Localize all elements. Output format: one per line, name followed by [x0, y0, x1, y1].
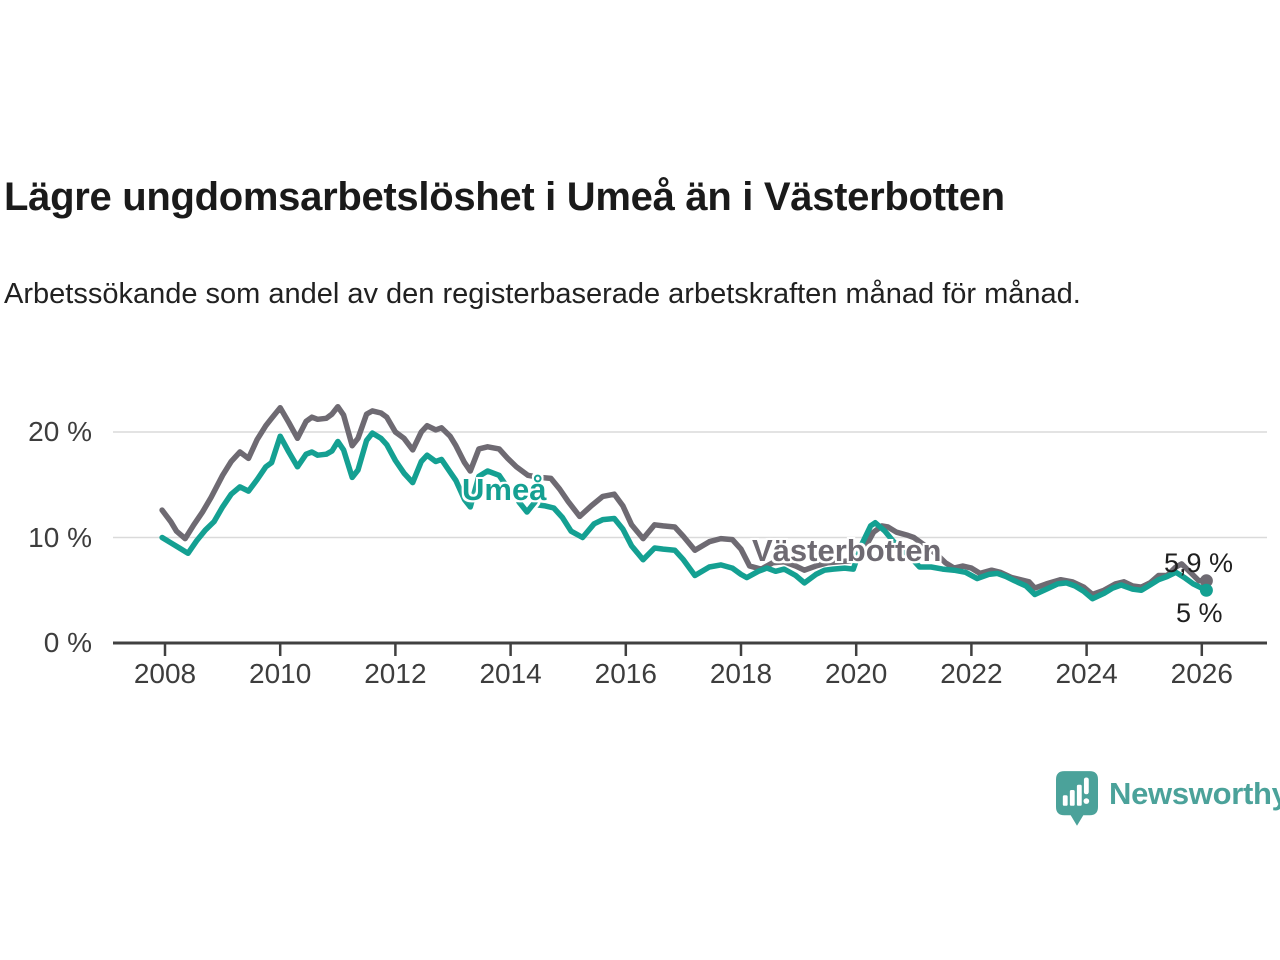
y-tick-label: 20 %: [28, 416, 92, 447]
y-tick-label: 10 %: [28, 521, 92, 553]
series-line-vasterbotten: [159, 403, 1210, 598]
x-tick-label: 2008: [133, 658, 197, 689]
x-tick-label: 2022: [940, 658, 1003, 689]
page-title: Lägre ungdomsarbetslöshet i Umeå än i Vä…: [4, 174, 1005, 219]
end-value-label-vasterbotten: 5,9 %: [1164, 548, 1234, 578]
series-end-dot-umea: [1199, 583, 1213, 597]
newsworthy-logo: Newsworthy: [1056, 771, 1280, 828]
series-label-vasterbotten: Västerbotten: [752, 533, 942, 568]
x-tick-label: 2018: [709, 658, 773, 689]
x-tick-label: 2012: [364, 658, 427, 689]
end-value-label-umea: 5 %: [1176, 598, 1223, 628]
x-tick-label: 2010: [249, 658, 312, 689]
umea-arrow-icon: [513, 496, 541, 518]
x-tick-label: 2016: [594, 658, 657, 689]
series-end-dot-vasterbotten: [1199, 574, 1213, 588]
series-label-umea: Umeå: [462, 472, 547, 507]
x-tick-label: 2020: [825, 658, 888, 689]
x-tick-label: 2024: [1055, 658, 1118, 689]
x-tick-label: 2026: [1170, 658, 1233, 689]
brand-name: Newsworthy: [1109, 776, 1280, 811]
series-line-umea: [159, 430, 1210, 602]
x-tick-label: 2014: [479, 658, 542, 689]
chart-subtitle: Arbetssökande som andel av den registerb…: [4, 278, 1081, 310]
y-tick-label: 0 %: [43, 627, 92, 658]
newsworthy-icon: [1056, 771, 1098, 826]
